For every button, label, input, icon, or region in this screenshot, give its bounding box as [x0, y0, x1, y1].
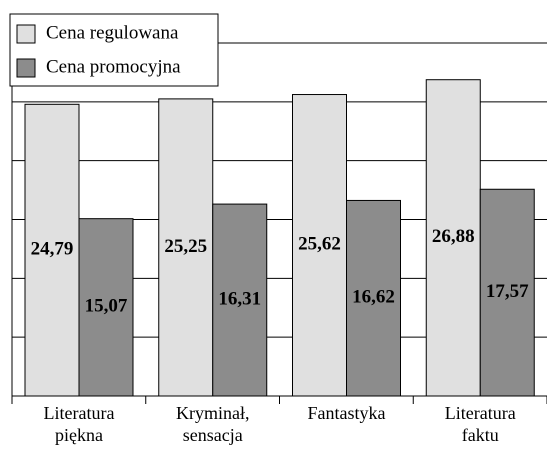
legend-label: Cena promocyjna — [46, 56, 181, 77]
bar — [212, 203, 268, 397]
value-label: 16,62 — [352, 287, 395, 308]
x-tick-label: Fantastyka — [307, 403, 386, 423]
bar — [479, 188, 535, 397]
x-tick-label: Literatura faktu — [444, 403, 516, 445]
legend-swatch — [16, 58, 36, 78]
value-label: 25,62 — [298, 234, 341, 255]
legend-box — [9, 13, 219, 87]
bar — [24, 103, 80, 397]
x-tick-label: Literatura piękna — [43, 403, 115, 445]
bar — [78, 218, 134, 397]
value-label: 17,57 — [486, 281, 529, 302]
value-label: 25,25 — [164, 236, 207, 257]
bar — [346, 199, 401, 397]
bar — [158, 98, 214, 397]
value-label: 24,79 — [31, 239, 74, 260]
bar — [292, 94, 347, 397]
value-label: 15,07 — [85, 296, 128, 317]
legend-swatch — [16, 24, 36, 44]
bar — [425, 79, 481, 397]
legend: Cena regulowana Cena promocyjna — [9, 13, 219, 87]
x-tick-label: Kryminał, sensacja — [176, 403, 250, 445]
legend-label: Cena regulowana — [46, 22, 179, 43]
value-label: 26,88 — [432, 226, 475, 247]
value-label: 16,31 — [218, 288, 261, 309]
